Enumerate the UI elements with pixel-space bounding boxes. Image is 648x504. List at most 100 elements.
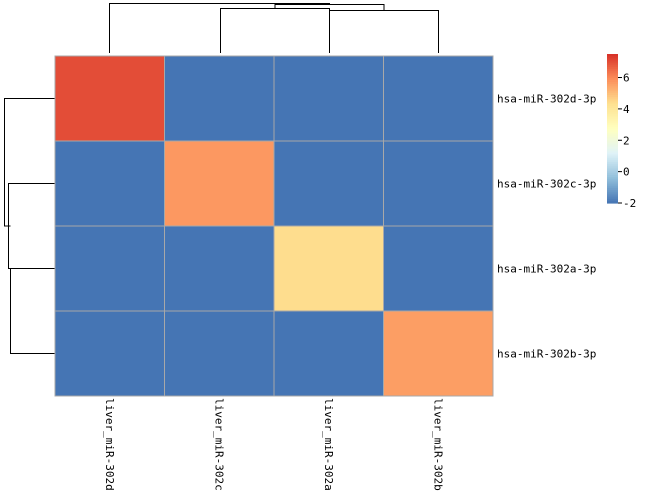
column-dendrogram — [109, 3, 439, 53]
colorbar-tick-label: 2 — [623, 134, 630, 147]
colorbar-segment — [607, 93, 618, 96]
heatmap-cell — [273, 55, 384, 142]
colorbar-segment — [607, 169, 618, 172]
row-dendrogram — [4, 98, 55, 354]
colorbar-segment — [607, 143, 618, 146]
column-labels: liver_miR-302d liver_miR-302c liver_miR-30… — [103, 398, 445, 491]
colorbar-segment — [607, 141, 618, 144]
colorbar-segment — [607, 191, 618, 195]
colorbar-segment — [607, 173, 618, 176]
colorbar-segment — [607, 115, 618, 118]
colorbar-segment — [607, 201, 618, 204]
heatmap-cell — [54, 225, 165, 312]
colorbar-tick-label: 4 — [623, 103, 630, 116]
colorbar-segment — [607, 139, 618, 143]
colorbar-segment — [607, 158, 618, 161]
colorbar-segment — [607, 87, 618, 90]
row-label: hsa-miR-302d-3p — [497, 93, 596, 106]
colorbar-segment — [607, 186, 618, 189]
colorbar-segment — [607, 67, 618, 70]
colorbar-segment — [607, 89, 618, 92]
colorbar-segment — [607, 98, 618, 102]
heatmap-cell — [54, 140, 165, 227]
colorbar-segment — [607, 199, 618, 202]
colorbar-segment — [607, 61, 618, 64]
colorbar-segment — [607, 68, 618, 72]
colorbar-segment — [607, 91, 618, 94]
heatmap-cell — [273, 140, 384, 227]
colorbar-segment — [607, 74, 618, 77]
colorbar-segment — [607, 78, 618, 81]
colorbar-segment — [607, 135, 618, 139]
colorbar-segment — [607, 59, 618, 63]
colorbar-segment — [607, 184, 618, 187]
colorbar-segment — [607, 193, 618, 197]
colorbar-segment — [607, 147, 618, 150]
colorbar-segment — [607, 100, 618, 104]
colorbar-segment — [607, 162, 618, 165]
colorbar-segment — [607, 156, 618, 159]
colorbar-segment — [607, 160, 618, 163]
heatmap-cell — [273, 310, 384, 397]
colorbar-segment — [607, 150, 618, 154]
colorbar-segment — [607, 124, 618, 128]
colorbar-segment — [607, 81, 618, 85]
colorbar-segment — [607, 83, 618, 87]
colorbar-segment — [607, 113, 618, 117]
colorbar-segment — [607, 176, 618, 180]
colorbar-segment — [607, 117, 618, 120]
colorbar-segment — [607, 197, 618, 200]
colorbar-segment — [607, 130, 618, 133]
row-labels: hsa-miR-302d-3p hsa-miR-302c-3p hsa-miR-30… — [497, 93, 596, 361]
heatmap-cell — [54, 55, 165, 142]
colorbar-segment — [607, 128, 618, 131]
colorbar-segment — [607, 152, 618, 156]
heatmap-cell — [164, 225, 275, 312]
colorbar-tick-label: 0 — [623, 166, 630, 179]
column-label: liver_miR-302a — [322, 398, 335, 491]
colorbar-segment — [607, 57, 618, 61]
row-label: hsa-miR-302c-3p — [497, 178, 596, 191]
colorbar-segment — [607, 178, 618, 182]
colorbar-segment — [607, 54, 618, 57]
heatmap-cell — [164, 140, 275, 227]
colorbar-segment — [607, 165, 618, 169]
colorbar-segment — [607, 145, 618, 148]
row-label: hsa-miR-302a-3p — [497, 263, 596, 276]
colorbar-segment — [607, 126, 618, 130]
colorbar-segment — [607, 121, 618, 124]
colorbar-segment — [607, 111, 618, 115]
colorbar-segment — [607, 109, 618, 113]
colorbar-segment — [607, 63, 618, 66]
heatmap-cell — [383, 310, 494, 397]
colorbar-segment — [607, 182, 618, 185]
colorbar-segment — [607, 70, 618, 74]
colorbar-segment — [607, 132, 618, 135]
colorbar-segment — [607, 65, 618, 68]
colorbar-segment — [607, 188, 618, 191]
column-label: liver_miR-302d — [103, 398, 116, 491]
row-label: hsa-miR-302b-3p — [497, 348, 596, 361]
colorbar: -2 0 2 4 6 — [607, 54, 636, 210]
colorbar-segment — [607, 171, 618, 174]
colorbar-segment — [607, 180, 618, 184]
colorbar-segment — [607, 85, 618, 89]
colorbar-segment — [607, 134, 618, 137]
colorbar-segment — [607, 154, 618, 158]
column-label: liver_miR-302b — [431, 398, 444, 491]
colorbar-segment — [607, 108, 618, 111]
colorbar-segment — [607, 55, 618, 59]
colorbar-segment — [607, 175, 618, 178]
heatmap-cell — [54, 310, 165, 397]
column-label: liver_miR-302c — [212, 398, 225, 491]
colorbar-segment — [607, 102, 618, 105]
colorbar-segment — [607, 195, 618, 199]
heatmap-cell — [273, 225, 384, 312]
heatmap-cell — [383, 55, 494, 142]
colorbar-segment — [607, 96, 618, 100]
colorbar-segment — [607, 122, 618, 126]
heatmap-cells — [54, 55, 494, 397]
colorbar-segment — [607, 72, 618, 76]
colorbar-segment — [607, 76, 618, 79]
